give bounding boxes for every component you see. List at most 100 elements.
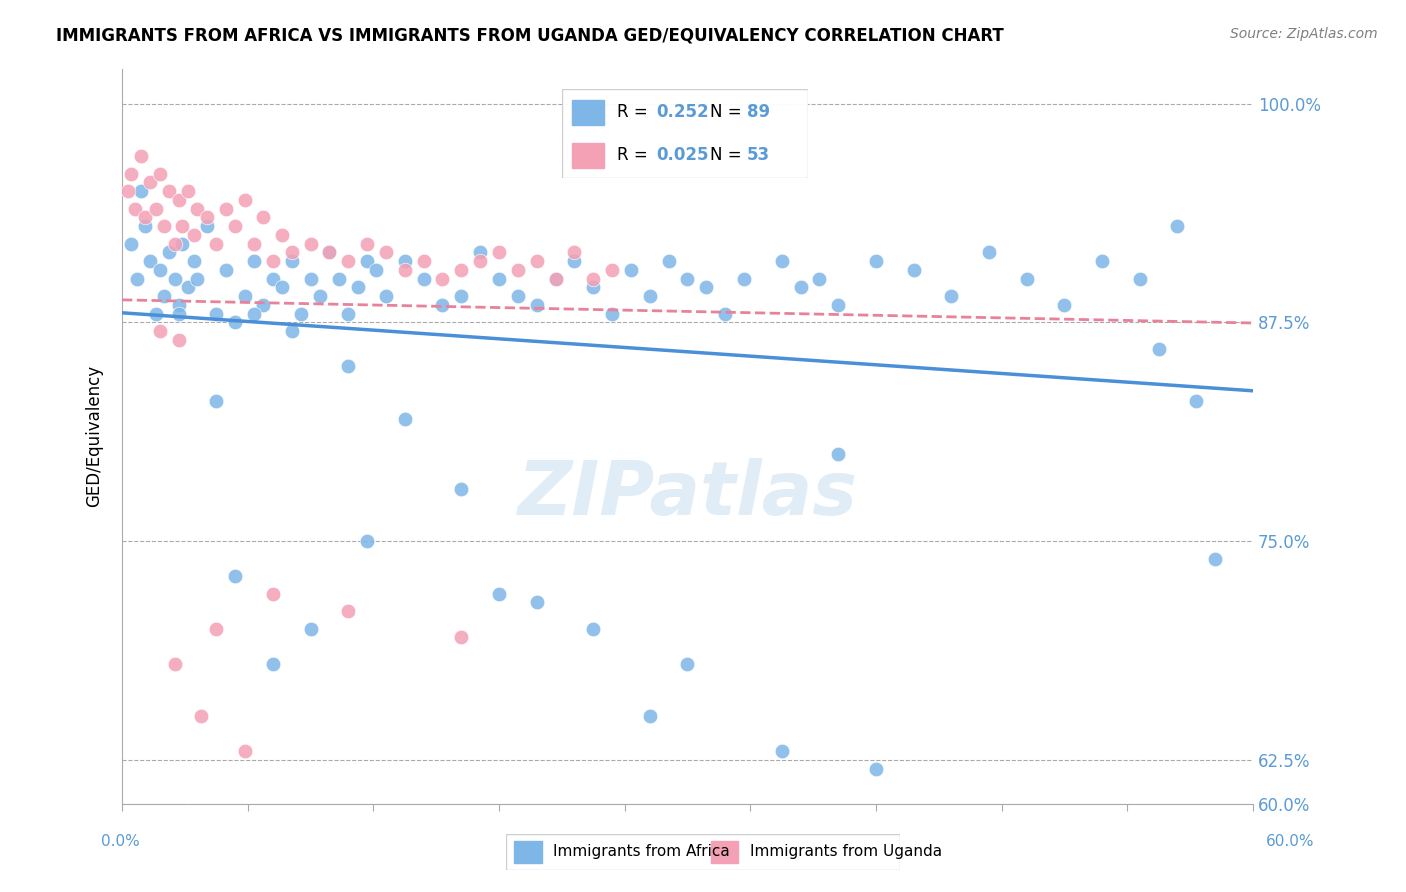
Point [205,236,228,251]
Point [600,306,623,320]
Point [941,289,963,303]
Text: Source: ZipAtlas.com: Source: ZipAtlas.com [1230,27,1378,41]
Bar [572,143,605,168]
Text: R =: R = [616,146,652,164]
Point [374,245,396,260]
Point [149,324,172,338]
Point [337,604,360,618]
Point [337,306,360,320]
Point [770,254,793,268]
Point [468,254,491,268]
Point [506,289,529,303]
Point [152,219,174,233]
Point [356,236,378,251]
Point [356,254,378,268]
Point [468,245,491,260]
Point [243,254,266,268]
Bar [572,100,605,125]
Text: 0.025: 0.025 [655,146,709,164]
Point [638,289,661,303]
Text: 53: 53 [747,146,770,164]
Point [205,394,228,409]
Point [903,262,925,277]
Point [374,289,396,303]
Point [638,709,661,723]
Point [139,175,162,189]
Point [394,254,416,268]
Point [337,359,360,373]
Point [582,622,605,636]
Point [177,280,200,294]
Text: 89: 89 [747,103,770,121]
Point [243,306,266,320]
Point [450,262,472,277]
Point [789,280,811,294]
Point [695,280,717,294]
Point [600,262,623,277]
Point [167,333,190,347]
Point [658,254,681,268]
Point [808,271,831,285]
Point [129,149,152,163]
Point [121,236,143,251]
Point [145,306,167,320]
Text: Immigrants from Africa: Immigrants from Africa [554,845,730,859]
Point [620,262,643,277]
Text: N =: N = [710,146,747,164]
Point [412,271,434,285]
Point [290,306,312,320]
Text: 0.252: 0.252 [655,103,709,121]
Point [177,184,200,198]
Point [163,657,186,671]
Point [865,762,887,776]
Point [1053,298,1076,312]
Point [195,219,218,233]
Point [450,630,472,644]
Point [262,586,284,600]
Point [309,289,332,303]
Point [163,236,186,251]
Point [134,211,156,225]
Point [262,657,284,671]
Point [1185,394,1208,409]
Point [172,236,194,251]
Point [299,271,322,285]
Point [121,167,143,181]
Point [129,184,152,198]
Point [271,227,294,242]
Point [328,271,350,285]
Point [233,744,256,758]
Point [1091,254,1114,268]
Point [262,271,284,285]
Point [346,280,368,294]
Point [299,236,322,251]
Point [1204,551,1226,566]
Point [366,262,388,277]
Point [224,569,246,583]
Point [564,254,586,268]
Point [127,271,149,285]
Point [770,744,793,758]
Text: R =: R = [616,103,652,121]
Point [177,805,200,820]
Point [124,202,146,216]
Bar [515,841,541,863]
Point [195,211,218,225]
Point [356,534,378,549]
Point [280,324,302,338]
Point [394,411,416,425]
Point [544,271,567,285]
Point [432,298,454,312]
Text: 0.0%: 0.0% [101,834,141,848]
Point [252,298,274,312]
Point [152,289,174,303]
Point [1015,271,1038,285]
Point [714,306,737,320]
Point [167,193,190,207]
Point [676,657,699,671]
Point [252,211,274,225]
Point [337,254,360,268]
Point [488,245,510,260]
Point [827,298,849,312]
Text: N =: N = [710,103,747,121]
